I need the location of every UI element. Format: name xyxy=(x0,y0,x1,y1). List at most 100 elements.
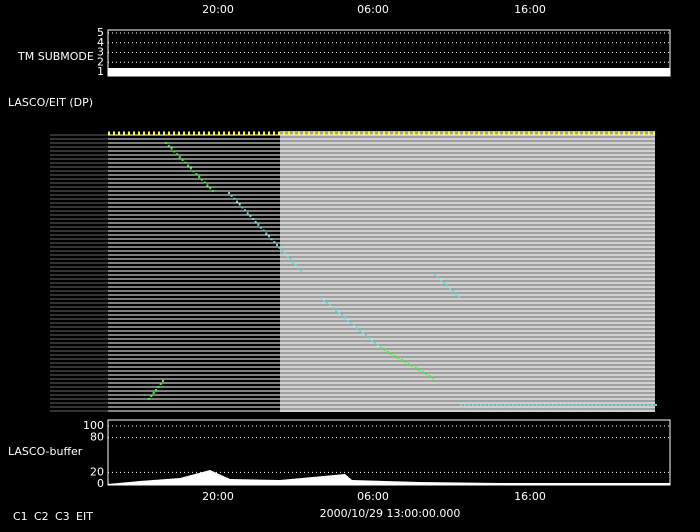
obs-dot xyxy=(467,404,470,406)
obs-dot xyxy=(228,192,230,194)
panel-label: LASCO/EIT (DP) xyxy=(8,96,93,109)
y-tick-label: 2 xyxy=(97,55,104,68)
obs-dot xyxy=(170,147,173,150)
legend-entry: C3 xyxy=(55,510,70,523)
obs-dot xyxy=(455,293,457,296)
obs-dot xyxy=(390,353,393,355)
obs-dot xyxy=(607,404,610,406)
obs-dot xyxy=(152,392,155,394)
obs-dot xyxy=(212,190,214,192)
obs-dot xyxy=(284,252,286,255)
obs-dot xyxy=(181,158,184,161)
obs-dot xyxy=(244,209,246,212)
obs-dot xyxy=(195,173,198,176)
obs-dot xyxy=(289,258,292,261)
obs-dot xyxy=(591,404,594,406)
obs-dot xyxy=(155,389,157,391)
y-tick-label: 1 xyxy=(97,65,104,78)
obs-dot xyxy=(257,223,260,226)
obs-dot xyxy=(487,404,490,406)
obs-dot xyxy=(332,307,334,309)
buffer-profile xyxy=(108,470,670,485)
obs-dot xyxy=(246,212,249,215)
obs-dot xyxy=(615,404,618,406)
obs-dot xyxy=(400,359,403,361)
bottom-time-label: 20:00 xyxy=(202,490,234,503)
obs-dot xyxy=(203,181,206,184)
obs-dot xyxy=(559,404,562,406)
obs-dot xyxy=(173,150,176,153)
obs-dot xyxy=(428,375,431,377)
panel-label: TM SUBMODE xyxy=(17,50,94,63)
obs-dot xyxy=(189,167,192,170)
obs-dot xyxy=(635,404,638,406)
obs-dot xyxy=(260,226,262,229)
obs-dot xyxy=(397,357,400,359)
obs-dot xyxy=(281,249,284,252)
obs-dot xyxy=(292,261,294,264)
obs-dot xyxy=(192,170,195,173)
obs-dot xyxy=(460,404,462,406)
obs-dot xyxy=(611,404,614,406)
y-tick-label: 0 xyxy=(97,477,104,490)
obs-dot xyxy=(575,404,578,406)
obs-dot xyxy=(236,200,238,203)
obs-dot xyxy=(440,279,442,282)
obs-dot xyxy=(241,206,244,209)
obs-dot xyxy=(383,349,386,351)
obs-dot xyxy=(150,395,153,397)
obs-dot xyxy=(579,404,582,406)
obs-dot xyxy=(655,404,657,406)
obs-dot xyxy=(380,347,382,349)
obs-dot xyxy=(165,142,167,144)
top-time-label: 06:00 xyxy=(357,3,389,16)
obs-dot xyxy=(599,404,602,406)
obs-dot xyxy=(443,282,445,285)
obs-dot xyxy=(157,386,160,388)
obs-dot xyxy=(567,404,570,406)
obs-dot xyxy=(639,404,642,406)
obs-dot xyxy=(543,404,546,406)
y-tick-label: 100 xyxy=(83,419,104,432)
obs-dot xyxy=(206,184,209,187)
obs-dot xyxy=(519,404,522,406)
obs-dot xyxy=(627,404,630,406)
legend-entry: C1 xyxy=(13,510,28,523)
obs-dot xyxy=(297,267,300,270)
obs-dot xyxy=(527,404,530,406)
obs-dot xyxy=(511,404,514,406)
obs-dot xyxy=(335,309,337,312)
obs-dot xyxy=(393,355,396,357)
obs-dot xyxy=(362,332,364,334)
obs-dot xyxy=(452,290,454,293)
obs-dot xyxy=(449,287,451,290)
obs-dot xyxy=(404,361,407,363)
obs-dot xyxy=(407,363,410,365)
obs-dot xyxy=(294,264,297,267)
obs-dot xyxy=(631,404,634,406)
obs-dot xyxy=(359,329,361,332)
obs-dot xyxy=(587,404,590,406)
panel-label: LASCO-buffer xyxy=(8,445,83,458)
obs-dot xyxy=(377,344,379,347)
obs-dot xyxy=(148,398,150,400)
obs-dot xyxy=(265,232,268,235)
obs-dot xyxy=(329,304,331,307)
obs-dot xyxy=(414,367,417,369)
panel-frame xyxy=(107,29,671,77)
obs-dot xyxy=(198,175,201,178)
obs-dot xyxy=(425,373,428,375)
bottom-time-label: 06:00 xyxy=(357,490,389,503)
obs-dot xyxy=(547,404,550,406)
obs-dot xyxy=(421,371,424,373)
obs-dot xyxy=(499,404,502,406)
obs-dot xyxy=(374,342,376,344)
obs-dot xyxy=(254,220,257,223)
obs-dot xyxy=(623,404,626,406)
obs-dot xyxy=(338,312,340,314)
obs-dot xyxy=(411,365,414,367)
obs-dot xyxy=(563,404,566,406)
obs-dot xyxy=(651,404,654,406)
bottom-time-label: 16:00 xyxy=(514,490,546,503)
